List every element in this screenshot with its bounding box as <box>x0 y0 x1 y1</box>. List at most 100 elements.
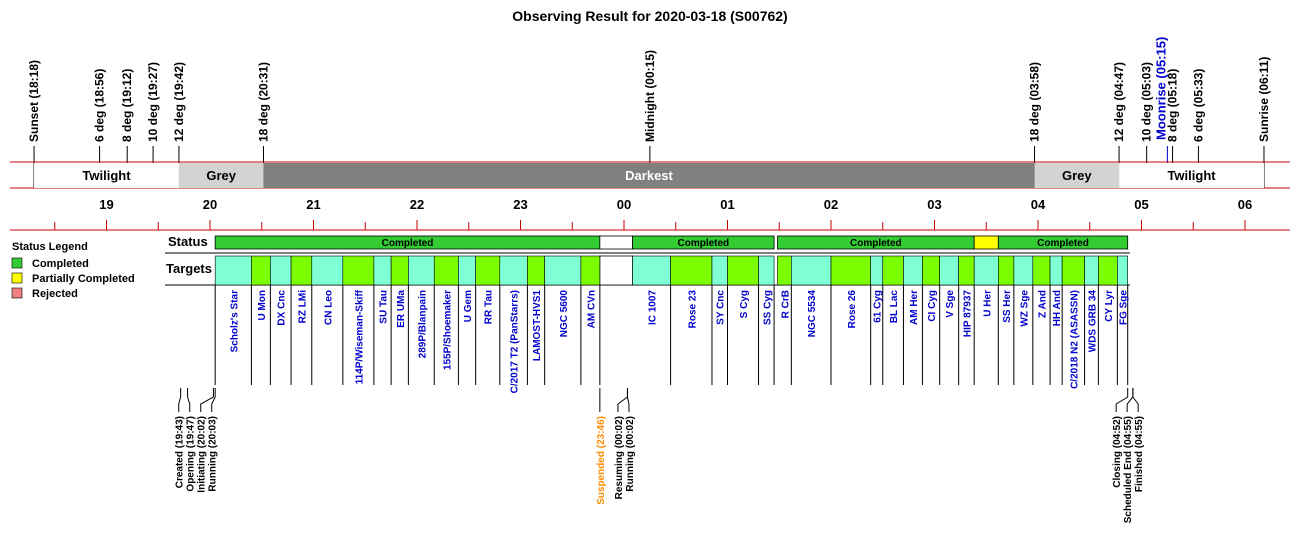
status-legend: Status Legend Completed Partially Complete… <box>11 241 135 300</box>
target-name: SS Her <box>1002 290 1013 323</box>
sky-event-label: 10 deg (19:27) <box>146 62 160 142</box>
target-block <box>433 255 459 286</box>
target-block <box>1061 255 1085 286</box>
hour-label: 04 <box>1031 197 1046 212</box>
status-segment-label: Completed <box>678 238 730 249</box>
targets-row: Scholz's Star U Mon DX Cnc RZ LMi CN Leo 114P… <box>214 255 1130 393</box>
chart-title: Observing Result for 2020-03-18 (S00762) <box>512 8 787 24</box>
target-name: Scholz's Star <box>229 290 240 353</box>
hour-label: 19 <box>99 197 113 212</box>
target-block <box>711 255 728 286</box>
target-name: ER UMa <box>396 290 407 328</box>
operation-event-label: Running (00:02) <box>625 416 636 492</box>
target-name: SY Cnc <box>716 290 727 325</box>
target-block <box>214 255 252 286</box>
target-block <box>903 255 923 286</box>
target-block <box>1013 255 1034 286</box>
target-name: Rose 26 <box>847 290 858 329</box>
target-block <box>727 255 759 286</box>
target-name: CY Lyr <box>1104 290 1115 322</box>
target-block <box>958 255 975 286</box>
operation-event-label: Closing (04:52) <box>1112 416 1123 488</box>
target-name: HIP 87937 <box>962 290 973 338</box>
targets-row-label: Targets <box>166 261 212 276</box>
target-name: AM CVn <box>586 290 597 328</box>
target-block <box>870 255 884 286</box>
target-block <box>342 255 375 286</box>
target-name: WDS GRB 34 <box>1087 290 1098 353</box>
target-block <box>527 255 545 286</box>
operation-event-label: Resuming (00:02) <box>614 416 625 499</box>
target-block <box>791 255 832 286</box>
legend-swatch <box>11 287 23 299</box>
target-name: SS Cyg <box>762 290 773 325</box>
sky-event-label: Midnight (00:15) <box>643 50 657 142</box>
target-name: 155P/Shoemaker <box>442 290 453 370</box>
sky-event-label: Sunrise (06:11) <box>1257 57 1271 142</box>
sky-event-label: 6 deg (18:56) <box>93 69 107 142</box>
target-block <box>882 255 904 286</box>
target-block <box>973 255 999 286</box>
hour-label: 06 <box>1238 197 1252 212</box>
target-block <box>1098 255 1118 286</box>
target-name: R CrB <box>780 290 791 318</box>
target-name: U Her <box>982 290 993 317</box>
target-name: DX Cnc <box>277 290 288 326</box>
target-name: LAMOST-HVS1 <box>532 290 543 362</box>
target-block <box>270 255 292 286</box>
sky-event-label: 18 deg (03:58) <box>1028 62 1042 142</box>
twilight-bands: Twilight Grey Darkest Grey Twilight <box>10 161 1290 189</box>
target-block <box>1049 255 1063 286</box>
target-name: V Sge <box>945 290 956 318</box>
legend-item-label: Partially Completed <box>32 273 135 285</box>
hour-label: 21 <box>306 197 320 212</box>
status-segment-label: Completed <box>382 238 434 249</box>
band-label: Twilight <box>82 168 131 183</box>
hour-label: 20 <box>203 197 217 212</box>
target-block <box>939 255 959 286</box>
operation-event-leader <box>211 388 216 412</box>
target-name: HH And <box>1052 290 1063 326</box>
target-name: RZ LMi <box>297 290 308 324</box>
operation-event-leader <box>187 388 191 412</box>
band-label: Grey <box>1062 168 1092 183</box>
operation-event-label: Initiating (20:02) <box>197 416 208 493</box>
status-row-label: Status <box>168 234 208 249</box>
target-name: U Mon <box>257 290 268 321</box>
band-twilight <box>1119 163 1264 188</box>
status-segment <box>632 235 775 250</box>
hour-label: 00 <box>617 197 631 212</box>
band-twilight <box>34 163 179 188</box>
target-block <box>290 255 313 286</box>
target-block <box>777 255 792 286</box>
target-block <box>408 255 435 286</box>
legend-swatch <box>11 257 23 269</box>
sky-event-label: 10 deg (05:03) <box>1140 62 1154 142</box>
target-name: 289P/Blanpain <box>417 290 428 358</box>
target-name: S Cyg <box>739 290 750 318</box>
target-block <box>1117 255 1128 286</box>
target-block <box>311 255 344 286</box>
target-block <box>499 255 528 286</box>
legend-title: Status Legend <box>12 241 88 253</box>
operation-event-label: Suspended (23:46) <box>596 416 607 505</box>
target-block <box>251 255 271 286</box>
status-segment <box>997 235 1129 250</box>
target-block <box>670 255 713 286</box>
target-name: CI Cyg <box>927 290 938 322</box>
hour-label: 05 <box>1134 197 1148 212</box>
target-name: Z And <box>1037 290 1048 318</box>
sky-event-label: 12 deg (04:47) <box>1112 62 1126 142</box>
operation-event-leader <box>626 388 630 412</box>
target-name: IC 1007 <box>648 290 659 325</box>
status-segment-label: Completed <box>850 238 902 249</box>
target-block <box>390 255 409 286</box>
status-segment <box>599 235 634 250</box>
operation-event-leader <box>178 388 182 412</box>
target-block <box>632 255 671 286</box>
operation-event-leader <box>1115 388 1129 412</box>
band-label: Grey <box>206 168 236 183</box>
sky-event-label: 6 deg (05:33) <box>1191 69 1205 142</box>
operation-event-leader <box>617 388 628 412</box>
hour-axis: 19 20 21 22 23 00 01 02 03 04 05 06 <box>10 197 1290 231</box>
